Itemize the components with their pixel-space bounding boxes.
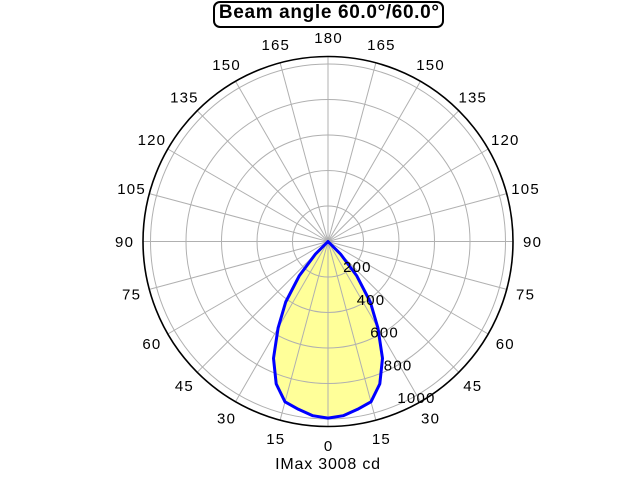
svg-text:30: 30	[217, 411, 236, 428]
svg-text:135: 135	[458, 90, 487, 107]
svg-text:90: 90	[115, 234, 134, 251]
svg-text:120: 120	[491, 132, 520, 149]
svg-text:200: 200	[343, 259, 372, 276]
svg-text:120: 120	[138, 132, 167, 149]
svg-text:15: 15	[266, 431, 285, 448]
svg-text:800: 800	[384, 357, 413, 374]
svg-text:0: 0	[324, 438, 334, 455]
svg-text:135: 135	[170, 90, 199, 107]
svg-text:150: 150	[416, 57, 445, 74]
svg-text:1000: 1000	[397, 390, 435, 407]
svg-text:45: 45	[175, 378, 194, 395]
svg-text:75: 75	[516, 287, 535, 304]
svg-text:30: 30	[421, 411, 440, 428]
svg-text:60: 60	[142, 336, 161, 353]
svg-text:165: 165	[367, 37, 396, 54]
svg-text:45: 45	[463, 378, 482, 395]
svg-text:400: 400	[357, 292, 386, 309]
svg-text:15: 15	[372, 431, 391, 448]
svg-text:150: 150	[212, 57, 241, 74]
svg-text:600: 600	[370, 325, 399, 342]
svg-text:105: 105	[511, 181, 540, 198]
svg-text:75: 75	[122, 287, 141, 304]
svg-text:90: 90	[523, 234, 542, 251]
svg-text:165: 165	[261, 37, 290, 54]
svg-text:60: 60	[496, 336, 515, 353]
svg-text:180: 180	[314, 30, 343, 47]
svg-text:105: 105	[117, 181, 146, 198]
